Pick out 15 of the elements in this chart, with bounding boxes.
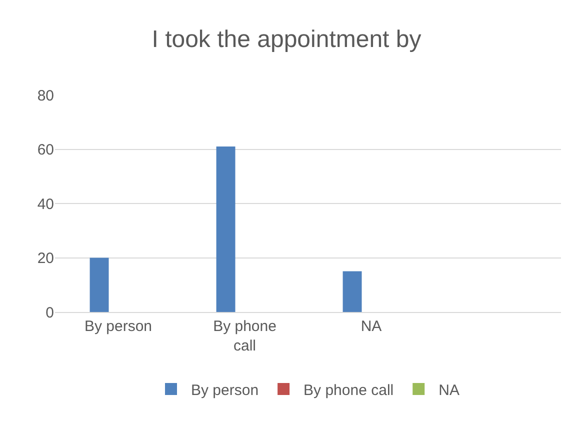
chart-title: I took the appointment by — [152, 26, 422, 54]
x-tick-label: By person — [84, 318, 152, 335]
bar — [216, 146, 236, 312]
legend-label: By person — [191, 382, 259, 399]
legend-label: By phone call — [304, 382, 394, 399]
bar — [90, 258, 109, 312]
x-tick-label: NA — [360, 318, 382, 335]
y-tick-label: 80 — [37, 87, 54, 104]
bar — [342, 271, 362, 312]
x-tick-label: By phone call — [213, 318, 276, 354]
legend-label: NA — [438, 382, 460, 399]
y-tick-label: 20 — [37, 250, 54, 267]
y-tick-label: 40 — [37, 196, 54, 213]
y-tick-label: 60 — [37, 142, 54, 158]
y-tick-label: 0 — [46, 304, 54, 322]
